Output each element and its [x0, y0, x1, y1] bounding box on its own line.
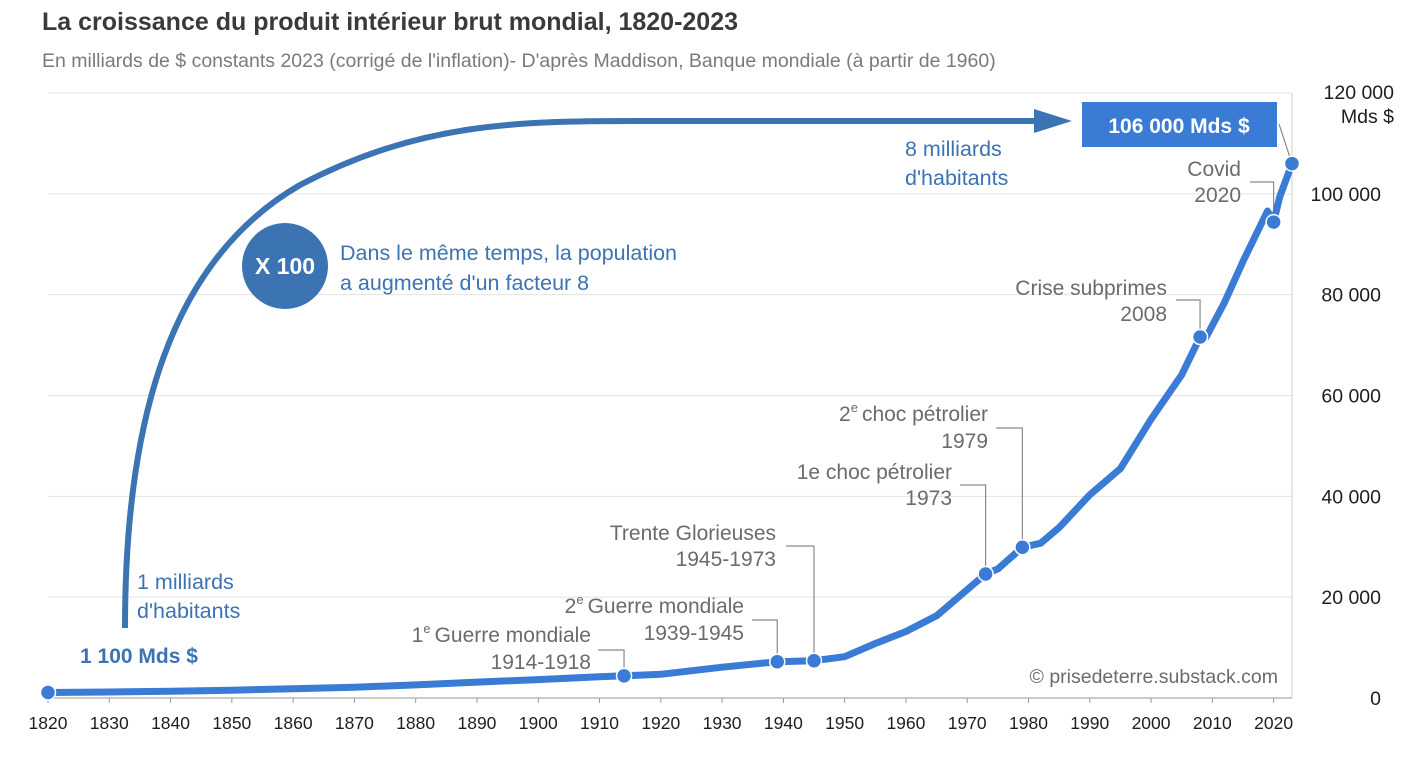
- trente-years: 1945-1973: [676, 548, 776, 571]
- y-tick-label: 40 000: [1321, 486, 1381, 508]
- x-tick-label: 1920: [641, 713, 680, 733]
- population-note-line2: a augmenté d'un facteur 8: [340, 271, 589, 295]
- pop-start-line2: d'habitants: [137, 599, 240, 623]
- x-tick-label: 1860: [274, 713, 313, 733]
- x-tick-label: 2020: [1254, 713, 1293, 733]
- leader-ww2: [752, 619, 778, 662]
- chart-subtitle: En milliards de $ constants 2023 (corrig…: [42, 50, 996, 72]
- x-tick-label: 1840: [151, 713, 190, 733]
- data-point-marker: [977, 565, 994, 583]
- credit-label: © prisedeterre.substack.com: [1030, 666, 1278, 688]
- end-value-badge: [1082, 102, 1277, 147]
- x-tick-label: 1990: [1070, 713, 1109, 733]
- choc2-label: 2e choc pétrolier: [839, 400, 988, 426]
- leader-choc2: [996, 427, 1023, 548]
- ww2-years: 1939-1945: [644, 622, 744, 645]
- start-value-label: 1 100 Mds $: [80, 645, 198, 668]
- y-top-tick-label: 120 000: [1324, 82, 1395, 104]
- leader-trente: [786, 545, 815, 661]
- y-tick-label: 20 000: [1321, 587, 1381, 609]
- data-point-marker: [805, 652, 823, 669]
- y-unit-label: Mds $: [1341, 106, 1394, 128]
- choc1-year: 1973: [905, 487, 952, 510]
- leader-choc1: [960, 484, 987, 574]
- x-tick-label: 1980: [1009, 713, 1048, 733]
- x-tick-label: 2000: [1132, 713, 1171, 733]
- pop-end-line1: 8 milliards: [905, 137, 1002, 161]
- growth-arrow-head: [1034, 109, 1072, 133]
- pop-start-line1: 1 milliards: [137, 570, 234, 594]
- data-point-marker: [1014, 539, 1031, 556]
- x-tick-label: 1950: [825, 713, 864, 733]
- x-tick-label: 1900: [519, 713, 558, 733]
- x-tick-label: 1830: [90, 713, 129, 733]
- y-tick-label: 80 000: [1321, 285, 1381, 307]
- x-tick-label: 2010: [1193, 713, 1232, 733]
- data-point-marker: [1191, 328, 1209, 346]
- choc1-label: 1e choc pétrolier: [797, 461, 952, 484]
- subprimes-label: Crise subprimes: [1015, 277, 1167, 300]
- gridlines: [48, 92, 1293, 699]
- x-tick-label: 1960: [886, 713, 925, 733]
- leader-ww1: [598, 649, 625, 676]
- x-tick-label: 1820: [29, 713, 68, 733]
- x-tick-label: 1870: [335, 713, 374, 733]
- data-point-marker: [1283, 155, 1301, 172]
- covid-label: Covid: [1187, 158, 1241, 181]
- subprimes-year: 2008: [1120, 303, 1167, 326]
- multiplier-label: X 100: [255, 253, 315, 279]
- growth-arrow-curve: [122, 118, 1035, 629]
- chart-title: La croissance du produit intérieur brut …: [42, 8, 739, 36]
- ww1-label: 1e Guerre mondiale: [412, 621, 591, 647]
- x-tick-label: 1890: [457, 713, 496, 733]
- data-point-marker: [39, 684, 57, 701]
- data-point-marker: [1265, 213, 1282, 231]
- choc2-year: 1979: [941, 430, 988, 453]
- x-axis: 1820 1830 1840 1850 1860 1870 1880 1890 1900 1910…: [29, 698, 1293, 733]
- multiplier-badge: [242, 223, 328, 309]
- series-layer: [39, 155, 1301, 701]
- x-tick-label: 1970: [948, 713, 987, 733]
- end-value-label: 106 000 Mds $: [1108, 115, 1250, 138]
- x-tick-label: 1880: [396, 713, 435, 733]
- y-axis: 0 20 000 40 000 60 000 80 000 100 000: [1311, 184, 1382, 710]
- ww2-label: 2e Guerre mondiale: [565, 592, 744, 618]
- annotation-leaders: [598, 123, 1293, 676]
- x-tick-label: 1850: [212, 713, 251, 733]
- pop-end-line2: d'habitants: [905, 166, 1008, 190]
- y-tick-label: 100 000: [1311, 184, 1382, 206]
- trente-label: Trente Glorieuses: [610, 522, 776, 545]
- x-tick-label: 1930: [703, 713, 742, 733]
- population-note-line1: Dans le même temps, la population: [340, 241, 677, 265]
- x-tick-label: 1940: [764, 713, 803, 733]
- x-tick-label: 1910: [580, 713, 619, 733]
- leader-subprimes: [1176, 299, 1201, 338]
- y-tick-label: 0: [1370, 688, 1381, 710]
- covid-year: 2020: [1194, 184, 1241, 207]
- ww1-years: 1914-1918: [491, 651, 591, 674]
- data-point-marker: [768, 653, 786, 670]
- y-tick-label: 60 000: [1321, 386, 1381, 408]
- data-point-marker: [615, 667, 633, 685]
